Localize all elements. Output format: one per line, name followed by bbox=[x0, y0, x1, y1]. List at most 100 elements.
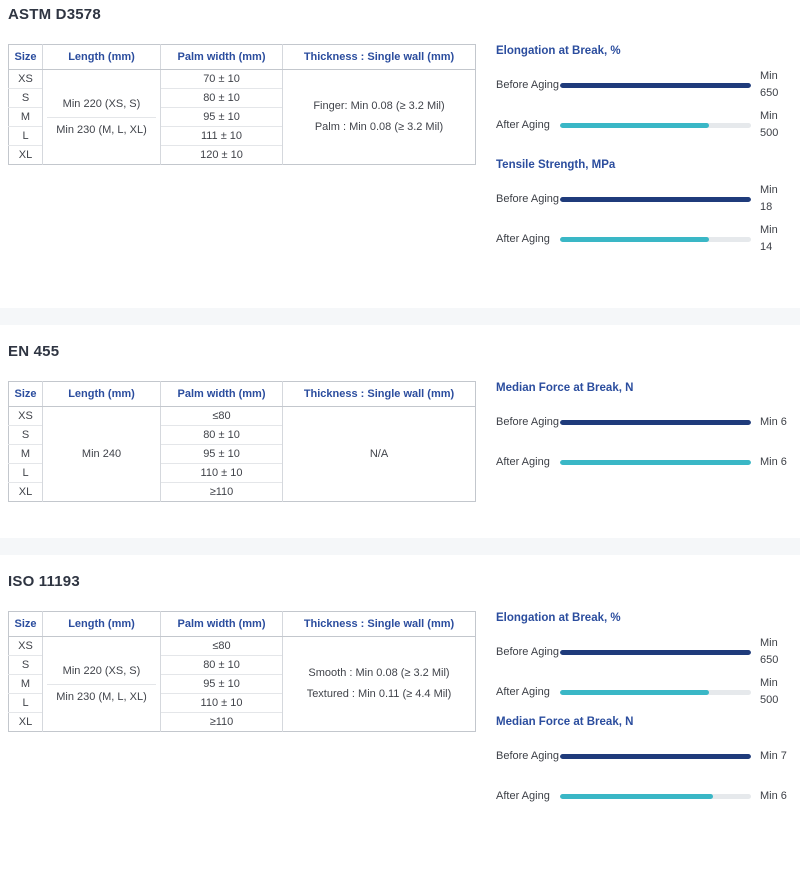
table-header-row: Size Length (mm) Palm width (mm) Thickness … bbox=[8, 44, 476, 70]
table-head: Size Length (mm) Palm width (mm) Thickness … bbox=[8, 44, 476, 70]
table-row: S 80 ± 10 bbox=[8, 425, 476, 445]
palm-width-cell: ≥110 bbox=[160, 482, 283, 502]
palm-width-cell: ≤80 bbox=[160, 636, 283, 656]
chart-row-value: Min 14 bbox=[760, 222, 796, 256]
length-line: Min 240 bbox=[81, 447, 122, 460]
chart-value-line: Min bbox=[760, 677, 778, 689]
chart-group: Elongation at Break, % Before Aging Min 650… bbox=[496, 44, 796, 142]
size-cell: XS bbox=[18, 640, 33, 652]
section-iso-11193: ISO 11193 Size Length (mm) Palm width (mm) T… bbox=[0, 555, 800, 819]
length-line: Min 230 (M, L, XL) bbox=[56, 123, 147, 136]
chart-row: Before Aging Min 7 bbox=[496, 739, 796, 773]
chart-row-value: Min 650 bbox=[760, 68, 796, 102]
thickness-value: Smooth : Min 0.08 (≥ 3.2 Mil) Textured : … bbox=[285, 666, 473, 702]
bar-fill-teal bbox=[560, 689, 709, 695]
column-header: Thickness : Single wall (mm) bbox=[282, 44, 476, 70]
length-value: Min 220 (XS, S) Min 230 (M, L, XL) bbox=[45, 97, 158, 138]
palm-width-cell: 110 ± 10 bbox=[160, 463, 283, 483]
chart-value-line: 18 bbox=[760, 201, 773, 213]
table-header-row: Size Length (mm) Palm width (mm) Thickness … bbox=[8, 611, 476, 637]
palm-width-cell: ≤80 bbox=[160, 406, 283, 426]
chart-row: After Aging Min 6 bbox=[496, 779, 796, 813]
length-line: Min 220 (XS, S) bbox=[47, 97, 156, 118]
chart-row: Before Aging Min 650 bbox=[496, 635, 796, 669]
table-row: S 80 ± 10 bbox=[8, 88, 476, 108]
chart-row-value: Min 650 bbox=[760, 635, 796, 669]
column-header: Palm width (mm) bbox=[160, 44, 283, 70]
column-header: Length (mm) bbox=[42, 381, 161, 407]
section-title: EN 455 bbox=[8, 343, 60, 360]
size-cell: L bbox=[8, 126, 43, 146]
bar-track bbox=[560, 649, 751, 655]
table-row: XS Min 220 (XS, S) Min 230 (M, L, XL) ≤80 Sm… bbox=[9, 636, 476, 732]
chart-value-line: Min 6 bbox=[760, 455, 787, 468]
chart-value-line: Min bbox=[760, 110, 778, 122]
charts-panel: Median Force at Break, N Before Aging Min … bbox=[496, 381, 796, 485]
chart-row: After Aging Min 500 bbox=[496, 108, 796, 142]
table-row: L 111 ± 10 bbox=[8, 126, 476, 146]
chart-value-line: Min 6 bbox=[760, 415, 787, 428]
table-body: XS Min 220 (XS, S) Min 230 (M, L, XL) 70 ± … bbox=[8, 69, 476, 165]
chart-group: Elongation at Break, % Before Aging Min 650… bbox=[496, 611, 796, 709]
table-row: XS Min 240 ≤80 N/A bbox=[9, 406, 476, 502]
chart-title: Tensile Strength, MPa bbox=[496, 159, 616, 171]
thickness-line: Textured : Min 0.11 (≥ 4.4 Mil) bbox=[306, 688, 452, 700]
palm-width-cell: ≥110 bbox=[160, 712, 283, 732]
chart-row: Before Aging Min 18 bbox=[496, 182, 796, 216]
thickness-cell: Smooth : Min 0.08 (≥ 3.2 Mil) Textured : … bbox=[282, 636, 476, 732]
bar-fill-teal bbox=[560, 459, 751, 465]
thickness-line: Finger: Min 0.08 (≥ 3.2 Mil) bbox=[313, 100, 445, 112]
charts-panel: Elongation at Break, % Before Aging Min 650… bbox=[496, 44, 796, 262]
bar-track bbox=[560, 753, 751, 759]
table-row: XL 120 ± 10 bbox=[8, 145, 476, 165]
bar-track bbox=[560, 236, 751, 242]
size-cell: S bbox=[8, 655, 43, 675]
section-title: ASTM D3578 bbox=[8, 6, 101, 23]
bar-track bbox=[560, 419, 751, 425]
chart-value-line: 500 bbox=[760, 694, 779, 706]
palm-width-cell: 95 ± 10 bbox=[160, 107, 283, 127]
size-cell: S bbox=[8, 88, 43, 108]
table-row: S 80 ± 10 bbox=[8, 655, 476, 675]
length-value: Min 220 (XS, S) Min 230 (M, L, XL) bbox=[45, 664, 158, 705]
chart-group: Median Force at Break, N Before Aging Min … bbox=[496, 715, 796, 813]
table-row: M 95 ± 10 bbox=[8, 107, 476, 127]
thickness-cell: Finger: Min 0.08 (≥ 3.2 Mil) Palm : Min 0… bbox=[282, 69, 476, 165]
chart-row: After Aging Min 6 bbox=[496, 445, 796, 479]
table-row: XL ≥110 bbox=[8, 712, 476, 732]
chart-value-line: Min bbox=[760, 224, 778, 236]
chart-value-line: Min 7 bbox=[760, 749, 787, 762]
bar-track bbox=[560, 196, 751, 202]
chart-value-line: 500 bbox=[760, 127, 779, 139]
chart-row-label: After Aging bbox=[496, 789, 550, 802]
chart-row-value: Min 6 bbox=[760, 788, 796, 805]
section-body: Size Length (mm) Palm width (mm) Thickness … bbox=[8, 381, 792, 502]
chart-row-label: After Aging bbox=[496, 232, 550, 245]
column-header: Length (mm) bbox=[42, 611, 161, 637]
column-header: Size bbox=[8, 44, 43, 70]
chart-value-line: Min bbox=[760, 70, 778, 82]
bar-track bbox=[560, 793, 751, 799]
chart-value-line: Min bbox=[760, 637, 778, 649]
size-cell: XS bbox=[18, 410, 33, 422]
chart-row: Before Aging Min 650 bbox=[496, 68, 796, 102]
chart-row-label: After Aging bbox=[496, 455, 550, 468]
spec-table: Size Length (mm) Palm width (mm) Thickness … bbox=[8, 44, 476, 165]
chart-value-line: Min 6 bbox=[760, 789, 787, 802]
length-cell: Min 240 bbox=[42, 406, 161, 502]
spec-table: Size Length (mm) Palm width (mm) Thickness … bbox=[8, 381, 476, 502]
chart-row-label: Before Aging bbox=[496, 78, 559, 91]
table-head: Size Length (mm) Palm width (mm) Thickness … bbox=[8, 381, 476, 407]
section-body: Size Length (mm) Palm width (mm) Thickness … bbox=[8, 611, 792, 819]
bar-fill-navy bbox=[560, 649, 751, 655]
size-cell: XL bbox=[8, 712, 43, 732]
palm-width-cell: 95 ± 10 bbox=[160, 674, 283, 694]
section-divider bbox=[0, 538, 800, 555]
size-cell: XS bbox=[18, 73, 33, 85]
size-cell: M bbox=[8, 674, 43, 694]
chart-row-value: Min 7 bbox=[760, 748, 796, 765]
chart-row-label: After Aging bbox=[496, 685, 550, 698]
length-value: Min 240 bbox=[45, 447, 158, 462]
size-cell: XL bbox=[8, 482, 43, 502]
chart-value-line: Min bbox=[760, 184, 778, 196]
